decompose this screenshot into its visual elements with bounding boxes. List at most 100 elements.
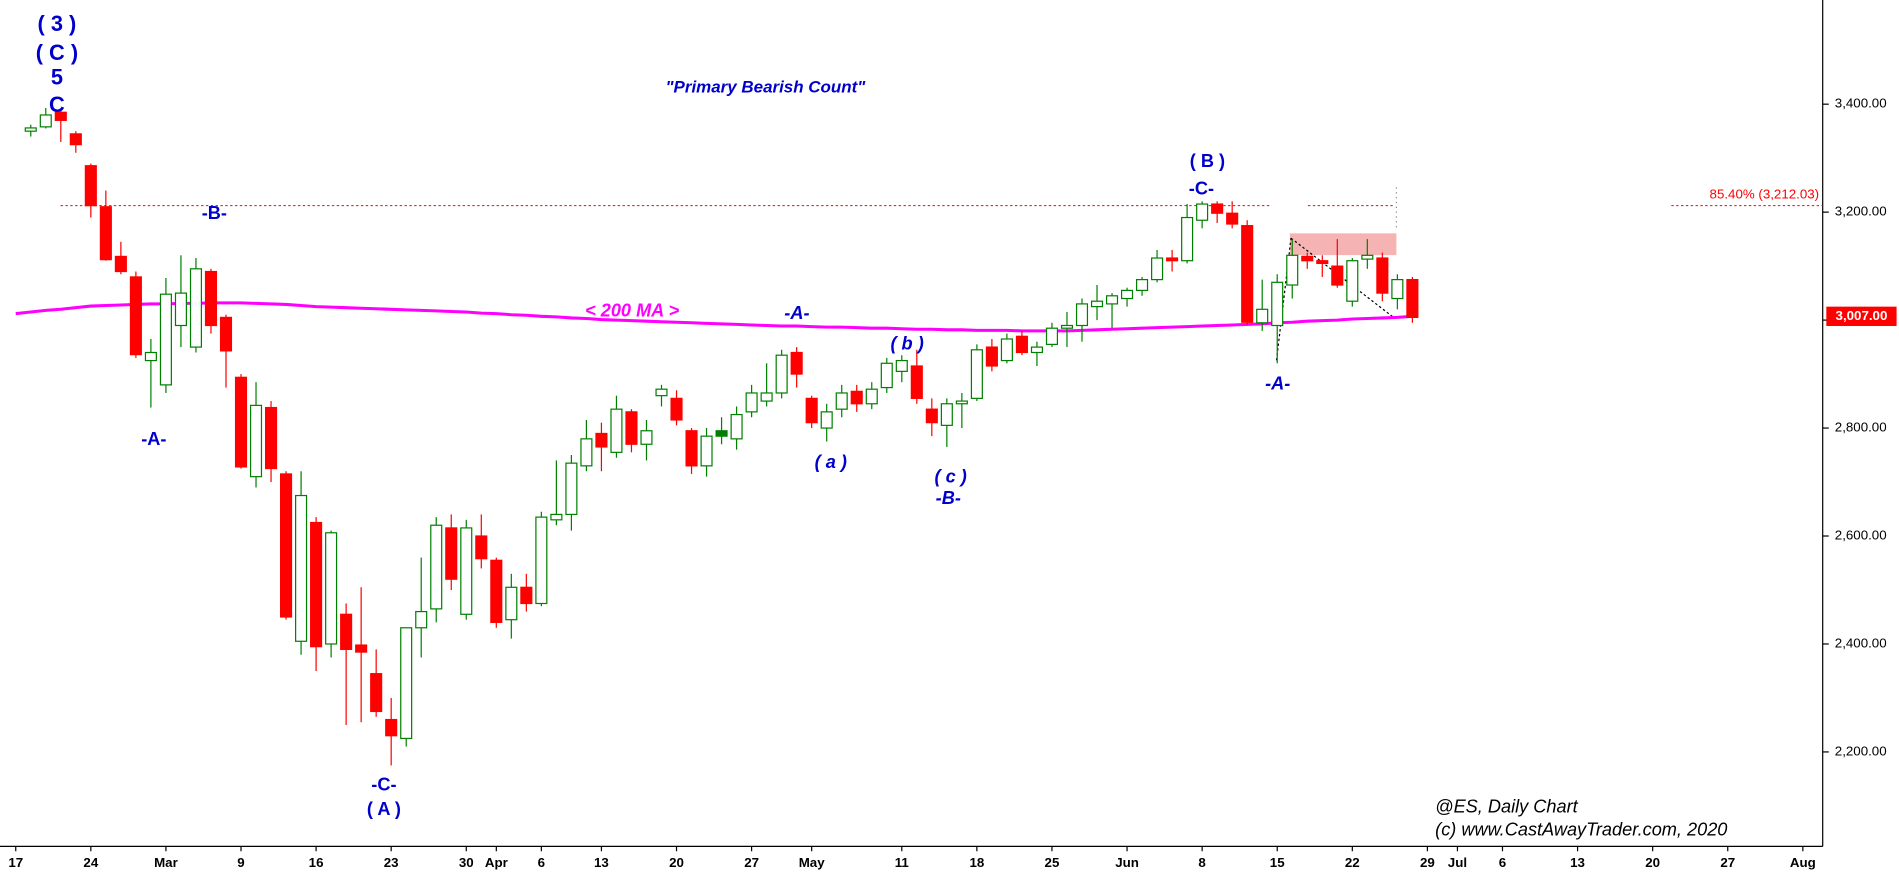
candle-body xyxy=(355,644,368,653)
candle-body xyxy=(850,390,863,405)
annotation: C xyxy=(49,92,65,117)
annotation: ( C ) xyxy=(36,40,78,65)
candle-body xyxy=(204,270,218,327)
candle-body xyxy=(640,430,653,445)
last-price-box xyxy=(1826,306,1897,326)
x-tick-label: 29 xyxy=(1420,855,1435,870)
candle-body xyxy=(550,513,563,521)
candle-body xyxy=(925,408,938,424)
candle-body xyxy=(1286,254,1299,286)
candle-body xyxy=(159,293,172,386)
annotation: 5 xyxy=(51,64,63,89)
annotation: -C- xyxy=(371,775,396,795)
candle-body xyxy=(99,206,112,261)
annotation: (c) www.CastAwayTrader.com, 2020 xyxy=(1435,819,1727,839)
candle-body xyxy=(790,351,803,375)
candle-body xyxy=(39,114,52,128)
candle-body xyxy=(400,627,413,740)
candle-body xyxy=(820,411,833,429)
candle-body xyxy=(475,535,488,560)
candle-body xyxy=(310,521,323,648)
candle-body xyxy=(1316,260,1329,265)
candle-body xyxy=(54,111,67,121)
candle-body xyxy=(1166,257,1179,262)
x-tick-label: 8 xyxy=(1198,855,1205,870)
candle-body xyxy=(1301,255,1314,262)
candle-body xyxy=(1196,203,1209,221)
ma-label: < 200 MA > xyxy=(585,301,680,321)
x-tick-label: Apr xyxy=(485,855,508,870)
candle-body xyxy=(520,586,533,605)
annotation: -A- xyxy=(1265,373,1290,393)
candle-body xyxy=(970,349,983,399)
candle-body xyxy=(1391,279,1404,300)
x-tick-label: 11 xyxy=(895,855,910,870)
annotation: ( c ) xyxy=(935,466,967,486)
candle-body xyxy=(760,392,773,402)
candle-body xyxy=(1361,254,1374,260)
y-tick-label: 2,400.00 xyxy=(1835,635,1887,650)
candle-body xyxy=(385,718,398,737)
candle-body xyxy=(580,438,593,467)
candle-body xyxy=(700,435,713,467)
x-tick-label: 25 xyxy=(1045,855,1060,870)
annotation: -C- xyxy=(1189,179,1214,199)
candle-body xyxy=(775,354,788,394)
candle-body xyxy=(730,413,743,440)
candle-body xyxy=(1271,281,1284,327)
annotation: ( 3 ) xyxy=(38,11,77,36)
candle-body xyxy=(295,494,308,642)
annotation: -B- xyxy=(936,488,961,508)
candle-body xyxy=(1030,346,1043,354)
candle-body xyxy=(1256,308,1269,324)
candle-body xyxy=(325,532,338,645)
candle-body xyxy=(1075,303,1089,327)
candle-body xyxy=(1105,295,1119,305)
candle-body xyxy=(940,403,953,426)
annotation: -A- xyxy=(141,429,166,449)
candle-body xyxy=(445,527,458,580)
annotation: "Primary Bearish Count" xyxy=(666,78,867,97)
annotation: ( B ) xyxy=(1190,151,1225,171)
candle-body xyxy=(985,346,998,367)
x-tick-label: 13 xyxy=(594,855,609,870)
candle-body xyxy=(1241,225,1254,323)
y-tick-label: 2,800.00 xyxy=(1835,420,1887,435)
candle-body xyxy=(370,673,383,713)
candle-body xyxy=(249,404,263,478)
y-tick-label: 3,400.00 xyxy=(1835,96,1887,111)
candle-body xyxy=(955,400,968,405)
candle-body xyxy=(1045,327,1059,345)
y-tick-label: 3,200.00 xyxy=(1835,204,1887,219)
y-tick-label: 2,200.00 xyxy=(1835,743,1887,758)
y-tick-label: 2,600.00 xyxy=(1835,528,1887,543)
x-tick-label: 20 xyxy=(1645,855,1660,870)
candle-body xyxy=(655,388,668,397)
candle-body xyxy=(280,473,293,618)
candle-body xyxy=(1120,289,1134,300)
candle-body xyxy=(535,516,548,605)
candle-body xyxy=(715,430,728,437)
candle-body xyxy=(625,411,638,445)
candle-body xyxy=(1181,216,1194,262)
x-tick-label: 30 xyxy=(459,855,474,870)
x-tick-label: 27 xyxy=(1720,855,1735,870)
candle-body xyxy=(895,359,908,372)
x-tick-label: 24 xyxy=(83,855,98,870)
x-tick-label: 6 xyxy=(1499,855,1506,870)
x-tick-label: 13 xyxy=(1570,855,1585,870)
candle-body xyxy=(234,376,248,468)
fib-label: 85.40% (3,212.03) xyxy=(1710,186,1820,201)
candle-body xyxy=(24,127,37,132)
candle-body xyxy=(144,351,157,362)
annotation: ( b ) xyxy=(890,333,923,353)
annotation: -A- xyxy=(784,303,809,323)
candle-body xyxy=(745,392,758,413)
annotation: ( A ) xyxy=(367,799,401,819)
candle-body xyxy=(880,362,893,389)
x-tick-label: Jun xyxy=(1115,855,1139,870)
candle-body xyxy=(835,392,848,410)
